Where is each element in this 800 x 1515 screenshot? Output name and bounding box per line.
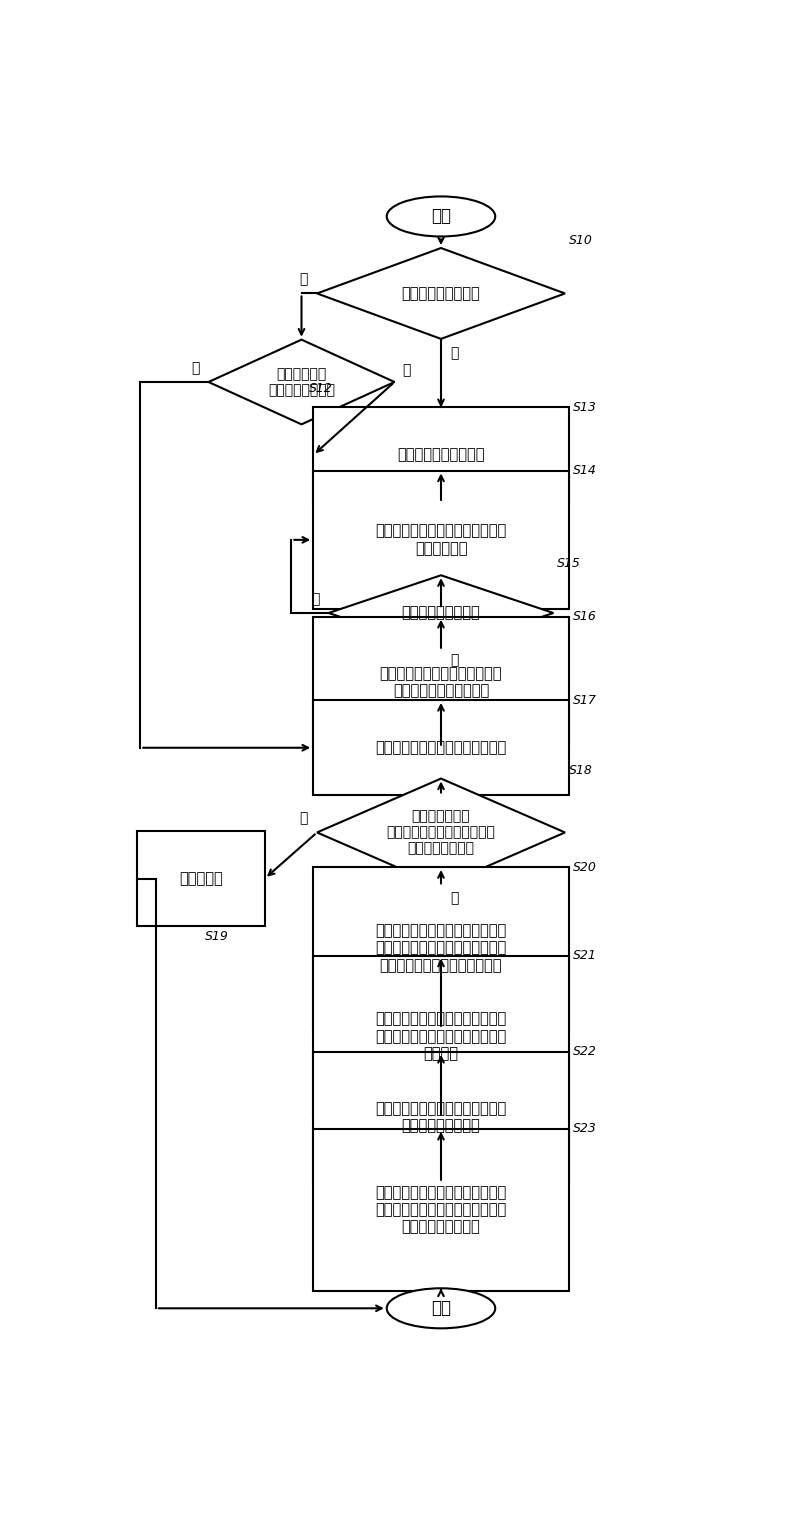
Polygon shape [209, 339, 394, 424]
Text: 提示用户从摄像装置拍摄的影像中
选择一个人脸: 提示用户从摄像装置拍摄的影像中 选择一个人脸 [375, 524, 506, 556]
Text: S22: S22 [573, 1045, 597, 1059]
Text: 否: 否 [299, 812, 308, 826]
Text: 将所选择的人脸作为人脸识别参
照，并存储于存储单元中: 将所选择的人脸作为人脸识别参 照，并存储于存储单元中 [380, 667, 502, 698]
Text: 开启摄像装置进行摄像: 开启摄像装置进行摄像 [398, 447, 485, 462]
Text: 否: 否 [191, 361, 199, 376]
Text: S21: S21 [573, 950, 597, 962]
Text: S10: S10 [569, 233, 593, 247]
FancyBboxPatch shape [313, 471, 569, 609]
Text: 摄像装置拍摄的
影像中存在与上述人脸识别参
照相比配的人脸？: 摄像装置拍摄的 影像中存在与上述人脸识别参 照相比配的人脸？ [386, 809, 495, 856]
Polygon shape [317, 248, 565, 339]
Text: 根据上述偏转角度计算出需要施加
给液晶分子的电压值: 根据上述偏转角度计算出需要施加 给液晶分子的电压值 [375, 1101, 506, 1133]
FancyBboxPatch shape [313, 956, 569, 1118]
Text: 计算与人脸识别参照相比配的人脸
与液晶显示屏中心点之间的连线和
液晶显示屏的垂直线之间的角度: 计算与人脸识别参照相比配的人脸 与液晶显示屏中心点之间的连线和 液晶显示屏的垂直… [375, 923, 506, 973]
FancyBboxPatch shape [313, 867, 569, 1029]
Text: S14: S14 [573, 464, 597, 477]
Text: 是: 是 [402, 364, 410, 377]
Text: S17: S17 [573, 694, 597, 706]
Text: 接收预设的液晶显示屏的可视角度: 接收预设的液晶显示屏的可视角度 [375, 741, 506, 756]
Text: 否: 否 [299, 273, 308, 286]
Ellipse shape [386, 197, 495, 236]
Text: S23: S23 [573, 1123, 597, 1135]
Text: 黑屏并报警: 黑屏并报警 [179, 871, 222, 886]
FancyBboxPatch shape [313, 617, 569, 748]
Text: S20: S20 [573, 861, 597, 874]
Text: S13: S13 [573, 401, 597, 414]
Text: 是: 是 [450, 891, 458, 904]
Polygon shape [317, 779, 565, 886]
Text: 建立人脸识别参照？: 建立人脸识别参照？ [402, 286, 480, 301]
FancyBboxPatch shape [313, 700, 569, 795]
Text: 根据上述角度及所接收的可视角度
计算液晶显示屏的液晶分子需要偏
转的角度: 根据上述角度及所接收的可视角度 计算液晶显示屏的液晶分子需要偏 转的角度 [375, 1012, 506, 1062]
Text: 存储单元中存
在人脸识别参照？: 存储单元中存 在人脸识别参照？ [268, 367, 335, 397]
FancyBboxPatch shape [313, 1051, 569, 1183]
Text: 否: 否 [311, 592, 319, 606]
Text: 开始: 开始 [431, 208, 451, 226]
Text: S15: S15 [558, 558, 581, 570]
Text: 是: 是 [450, 345, 458, 359]
Text: 是: 是 [450, 653, 458, 667]
Text: 已选择了一个人脸？: 已选择了一个人脸？ [402, 606, 480, 621]
FancyBboxPatch shape [313, 1129, 569, 1291]
FancyBboxPatch shape [313, 408, 569, 503]
Polygon shape [329, 576, 554, 651]
Text: 根据上述电压值给液晶显示屏幕两
侧的总线施加电压，从而改变液晶
显示屏幕的显示角度: 根据上述电压值给液晶显示屏幕两 侧的总线施加电压，从而改变液晶 显示屏幕的显示角… [375, 1185, 506, 1235]
Text: S12: S12 [310, 382, 333, 395]
Text: 结束: 结束 [431, 1300, 451, 1318]
Text: S19: S19 [205, 930, 229, 944]
FancyBboxPatch shape [137, 830, 265, 926]
Ellipse shape [386, 1288, 495, 1329]
Text: S16: S16 [573, 611, 597, 623]
Text: S18: S18 [569, 765, 593, 777]
